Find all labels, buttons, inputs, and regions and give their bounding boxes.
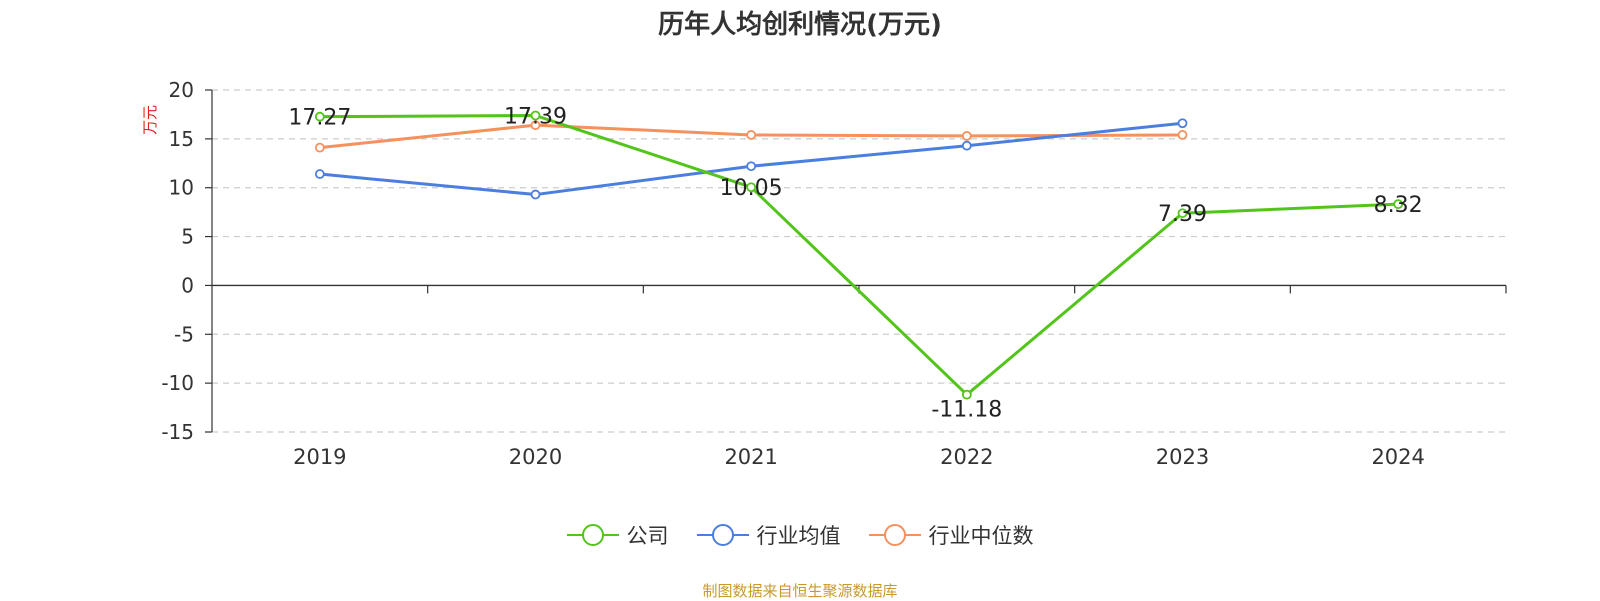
y-tick-label: 15 [169, 127, 194, 151]
data-label: 7.39 [1158, 202, 1207, 227]
x-tick-label: 2024 [1371, 445, 1424, 469]
data-label: 17.39 [504, 105, 567, 130]
data-point [961, 140, 972, 151]
data-point [314, 142, 325, 153]
legend-label: 行业中位数 [928, 524, 1034, 548]
legend-line-circle-icon [868, 523, 921, 547]
data-label: 10.05 [720, 176, 783, 201]
series-line [319, 114, 1399, 397]
legend-label: 行业均值 [756, 524, 841, 548]
data-point [314, 111, 325, 122]
legend: 公司 行业均值 行业中位数 [0, 520, 1600, 550]
data-point [746, 130, 757, 140]
data-point [1177, 130, 1188, 140]
y-tick-label: -15 [161, 420, 194, 444]
y-tick-label: 20 [169, 78, 194, 102]
data-point [530, 120, 541, 131]
y-tick-label: -5 [174, 322, 194, 346]
data-point [1393, 199, 1404, 210]
data-source-note: 制图数据来自恒生聚源数据库 [702, 582, 898, 600]
data-point [314, 169, 325, 179]
legend-item-industry-median[interactable]: 行业中位数 [868, 520, 1034, 550]
y-tick-label: 10 [169, 176, 194, 200]
legend-line-circle-icon [566, 523, 619, 547]
data-point [961, 131, 972, 141]
legend-item-industry-average[interactable]: 行业均值 [696, 520, 841, 550]
data-point [746, 161, 757, 172]
y-tick-label: 5 [181, 225, 194, 249]
data-point [530, 189, 541, 200]
legend-item-company[interactable]: 公司 [566, 520, 669, 550]
data-label: -11.18 [931, 398, 1002, 423]
data-label: 17.27 [288, 106, 351, 131]
data-point [961, 389, 972, 400]
data-point [1177, 208, 1188, 219]
x-tick-label: 2019 [293, 445, 346, 469]
data-label: 8.32 [1374, 193, 1423, 218]
data-point [530, 110, 541, 121]
legend-line-circle-icon [696, 523, 749, 547]
y-tick-label: -10 [161, 371, 194, 395]
chart-title: 历年人均创利情况(万元) [658, 10, 942, 40]
data-point [1177, 118, 1188, 129]
x-tick-label: 2020 [509, 445, 562, 469]
x-tick-label: 2023 [1156, 445, 1209, 469]
x-tick-label: 2021 [724, 445, 777, 469]
data-point [746, 182, 757, 193]
y-axis-label: 万元 [141, 105, 159, 135]
x-tick-label: 2022 [940, 445, 993, 469]
y-tick-label: 0 [181, 273, 194, 297]
legend-label: 公司 [626, 524, 669, 548]
